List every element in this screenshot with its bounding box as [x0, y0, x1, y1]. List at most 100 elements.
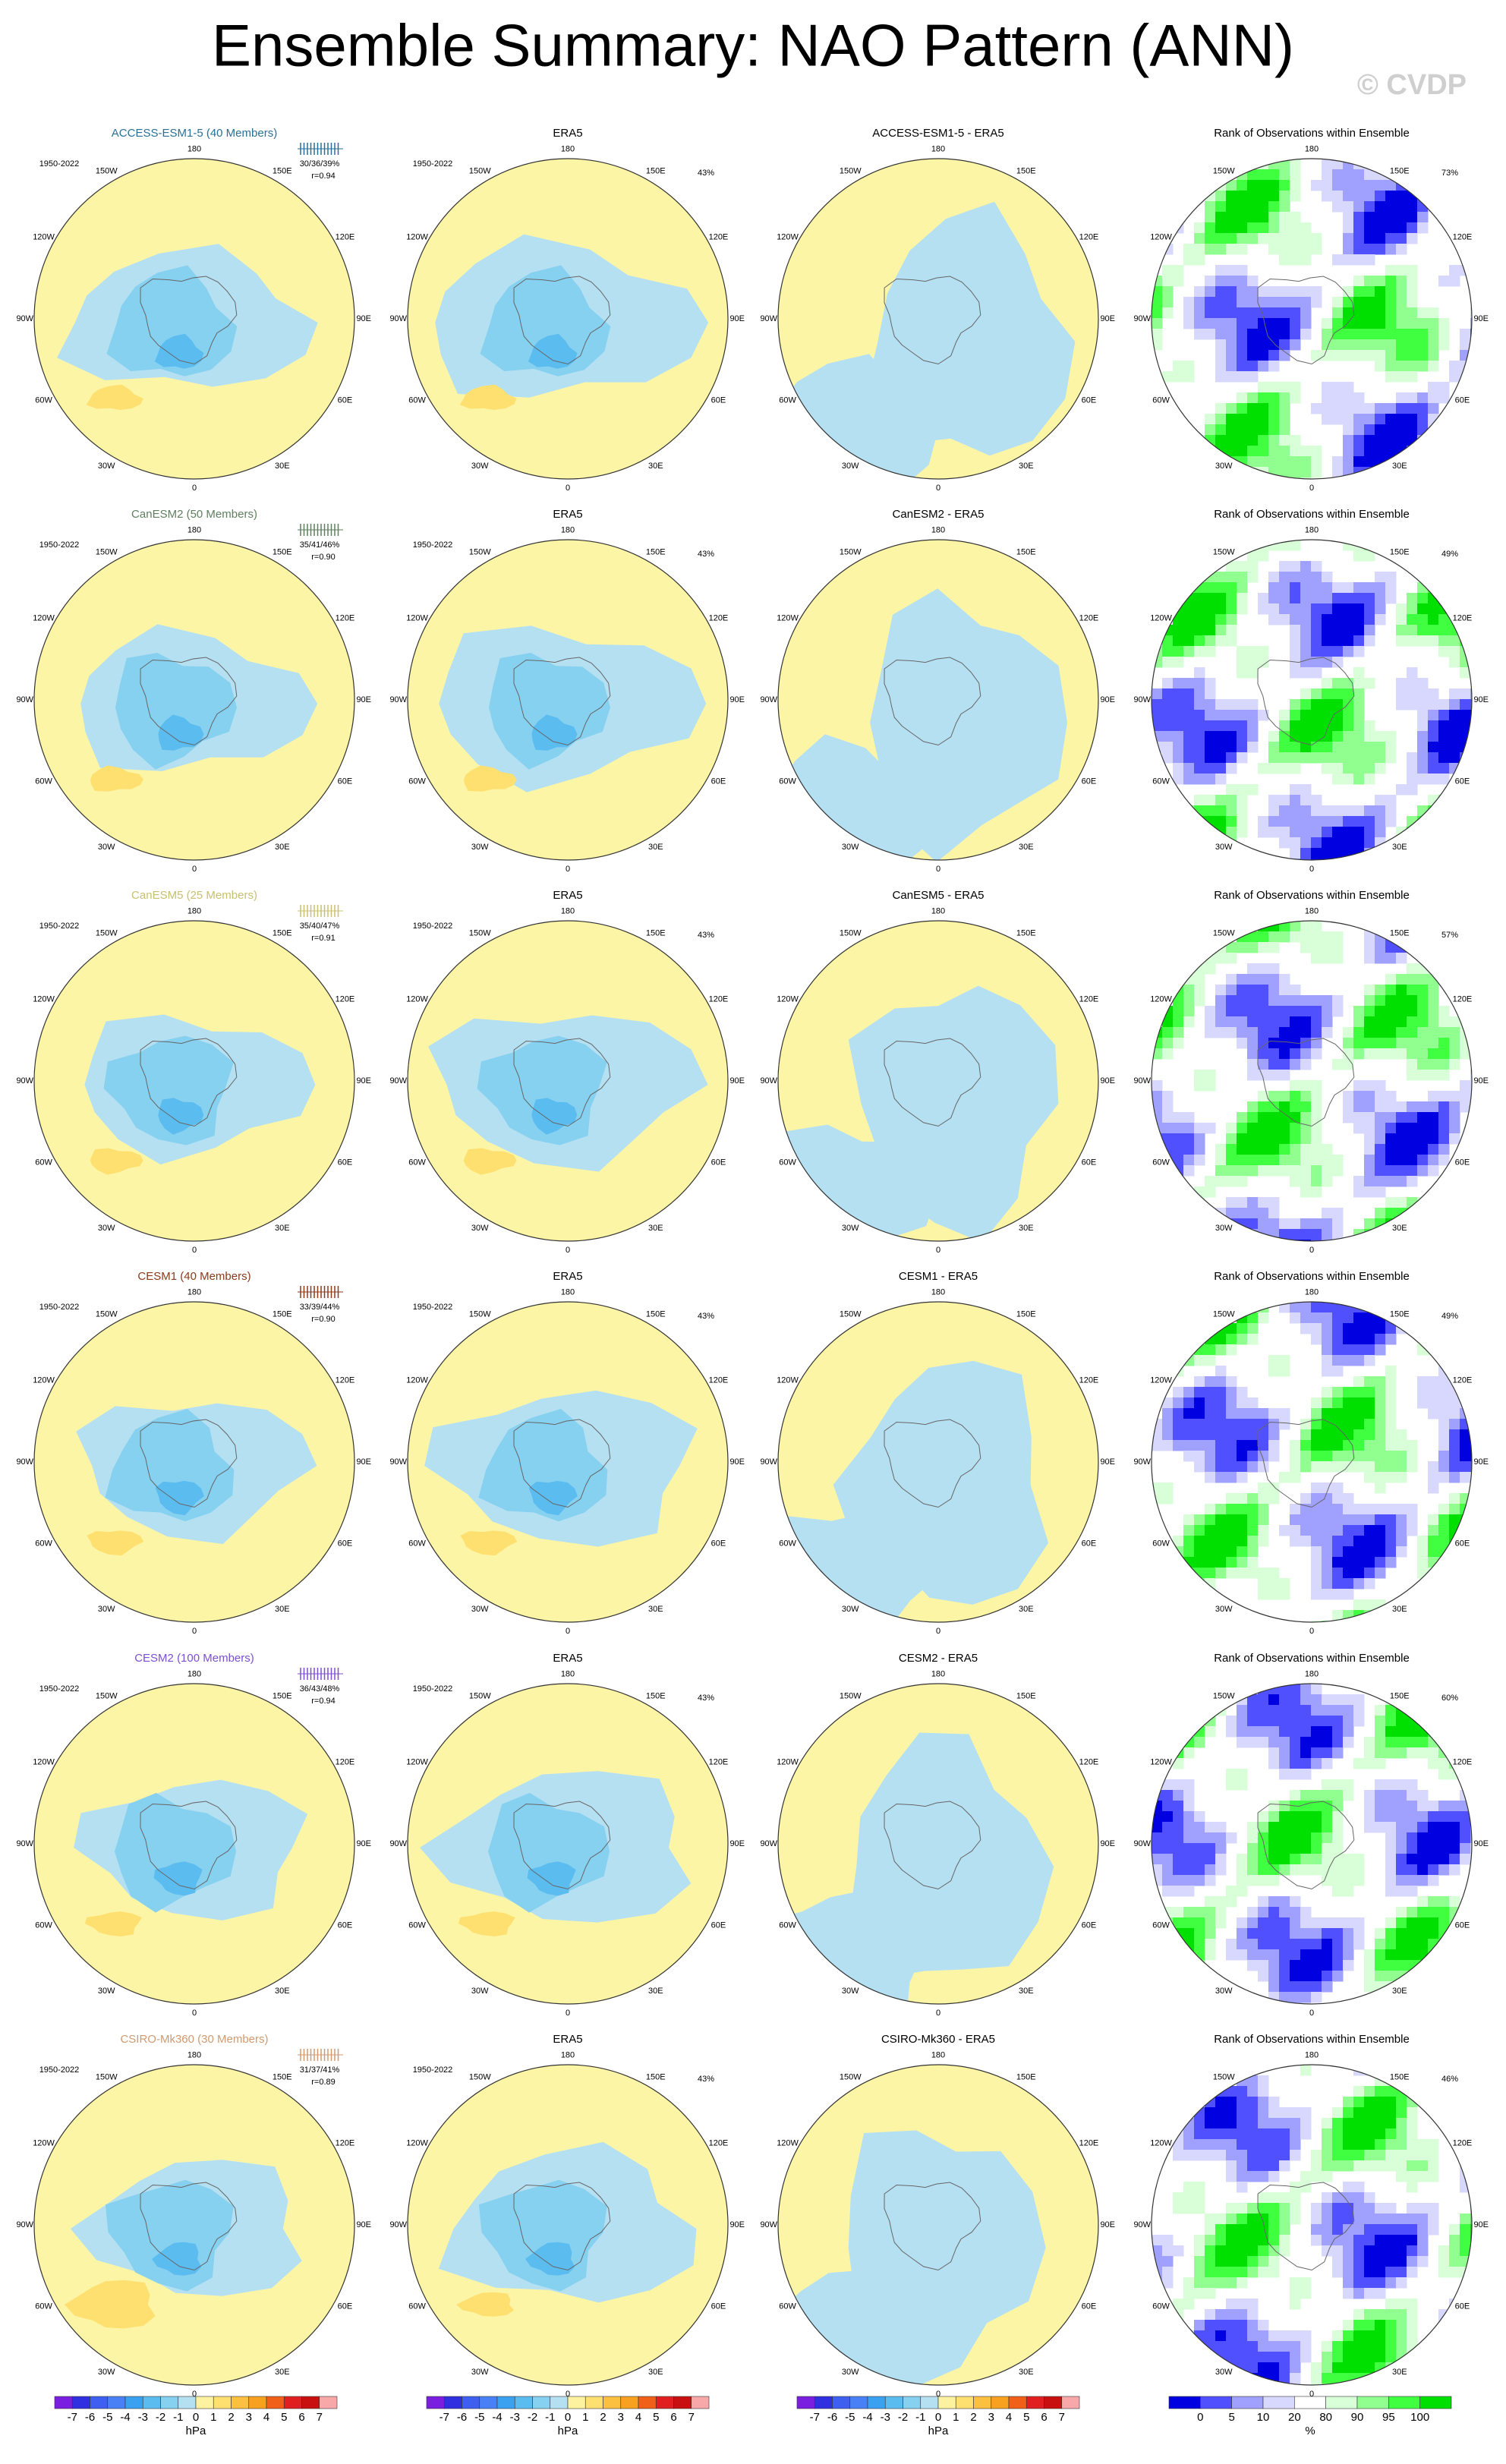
- rank-cell: [1343, 1397, 1354, 1409]
- rank-cell: [1375, 1155, 1386, 1166]
- positive-region: [464, 765, 517, 792]
- rank-cell: [1311, 1557, 1322, 1568]
- rank-cell: [1364, 1312, 1375, 1324]
- rank-cell: [1385, 2256, 1397, 2267]
- rank-cell: [1322, 1694, 1333, 1706]
- rank-cell: [1470, 1429, 1472, 1441]
- rank-cell: [1449, 1123, 1460, 1134]
- longitude-label: 60W: [35, 1920, 52, 1930]
- rank-cell: [1194, 222, 1205, 234]
- rank-cell: [1215, 1376, 1227, 1388]
- rank-cell: [1438, 1112, 1450, 1123]
- rank-cell: [1428, 805, 1439, 817]
- rank-cell: [1385, 2309, 1397, 2321]
- rank-cell: [1385, 1536, 1397, 1547]
- rank-cell: [1268, 1822, 1280, 1833]
- rank-cell: [1438, 1822, 1450, 1833]
- rank-cell: [1438, 1429, 1450, 1441]
- map-field: [1152, 1302, 1472, 1622]
- longitude-label: 150W: [469, 1692, 491, 1701]
- rank-cell: [1343, 2224, 1354, 2236]
- rank-cell: [1258, 593, 1269, 604]
- rank-cell: [1215, 1917, 1227, 1929]
- longitude-label: 90E: [1473, 1457, 1489, 1467]
- rank-cell: [1311, 1451, 1322, 1462]
- rank-cell: [1237, 1155, 1248, 1166]
- rank-cell: [1173, 1875, 1184, 1886]
- rank-cell: [1162, 699, 1174, 711]
- rank-cell: [1247, 2171, 1259, 2182]
- rank-cell: [1226, 286, 1237, 298]
- rank-cell: [1237, 1408, 1248, 1419]
- rank-cell: [1332, 329, 1344, 340]
- rank-cell: [1407, 942, 1418, 953]
- rank-cell: [1428, 318, 1439, 329]
- rank-cell: [1438, 1155, 1450, 1166]
- rank-cell: [1247, 1568, 1259, 1579]
- colorbar-tick-label: 5: [1228, 2411, 1234, 2424]
- rank-cell: [1417, 1832, 1429, 1844]
- rank-cell: [1417, 1737, 1429, 1748]
- rank-cell: [1237, 201, 1248, 213]
- rank-cell: [1258, 1218, 1269, 1230]
- rank-cell: [1311, 1240, 1322, 1241]
- rank-cell: [1396, 1525, 1407, 1536]
- rank-cell: [1322, 2341, 1333, 2352]
- rank-cell: [1407, 1451, 1418, 1462]
- rank-cell: [1364, 1790, 1375, 1801]
- pct-label: 43%: [698, 550, 714, 559]
- rank-cell: [1279, 720, 1290, 732]
- rank-cell: [1364, 1218, 1375, 1230]
- rank-cell: [1470, 2214, 1472, 2225]
- rank-cell: [1237, 593, 1248, 604]
- rank-cell: [1258, 201, 1269, 213]
- rank-cell: [1226, 180, 1237, 191]
- rank-cell: [1428, 1949, 1439, 1961]
- rank-cell: [1247, 731, 1259, 742]
- rank-cell: [1396, 1949, 1407, 1961]
- rank-cell: [1417, 614, 1429, 625]
- longitude-label: 0: [192, 865, 197, 874]
- difference-region: [778, 1513, 939, 1622]
- rank-cell: [1438, 1016, 1450, 1028]
- longitude-label: 90W: [16, 2220, 33, 2229]
- rank-cell: [1215, 2150, 1227, 2161]
- pct-label: 36/43/48%: [300, 1684, 340, 1694]
- rank-cell: [1279, 1027, 1290, 1038]
- rank-cell: [1428, 752, 1439, 764]
- rank-cell: [1385, 1397, 1397, 1409]
- longitude-label: 0: [936, 1246, 940, 1255]
- rank-cell: [1205, 1864, 1216, 1876]
- rank-cell: [1407, 603, 1418, 615]
- rank-cell: [1353, 1578, 1365, 1590]
- rank-cell: [1268, 1408, 1280, 1419]
- rank-cell: [1385, 2245, 1397, 2257]
- rank-cell: [1247, 233, 1259, 244]
- rank-cell: [1385, 435, 1397, 446]
- longitude-label: 60E: [1455, 1158, 1470, 1167]
- rank-cell: [1375, 1716, 1386, 1727]
- rank-cell: [1428, 2150, 1439, 2161]
- rank-cell: [1258, 297, 1269, 308]
- rank-cell: [1215, 2235, 1227, 2246]
- rank-cell: [1300, 446, 1312, 457]
- rank-cell: [1322, 1302, 1333, 1313]
- rank-cell: [1470, 361, 1472, 372]
- rank-cell: [1258, 1907, 1269, 1918]
- rank-cell: [1268, 2224, 1280, 2236]
- rank-cell: [1205, 318, 1216, 329]
- rank-cell: [1173, 1854, 1184, 1865]
- rank-cell: [1173, 1144, 1184, 1155]
- rank-cell: [1364, 1048, 1375, 1060]
- rank-cell: [1279, 2362, 1290, 2374]
- rank-cell: [1258, 392, 1269, 404]
- rank-cell: [1237, 1875, 1248, 1886]
- rank-cell: [1173, 1822, 1184, 1833]
- longitude-label: 30W: [1215, 462, 1233, 471]
- rank-cell: [1322, 995, 1333, 1007]
- rank-cell: [1332, 1726, 1344, 1738]
- longitude-label: 30E: [1019, 1224, 1034, 1233]
- rank-cell: [1290, 816, 1301, 827]
- rank-cell: [1215, 2330, 1227, 2342]
- rank-cell: [1343, 1864, 1354, 1876]
